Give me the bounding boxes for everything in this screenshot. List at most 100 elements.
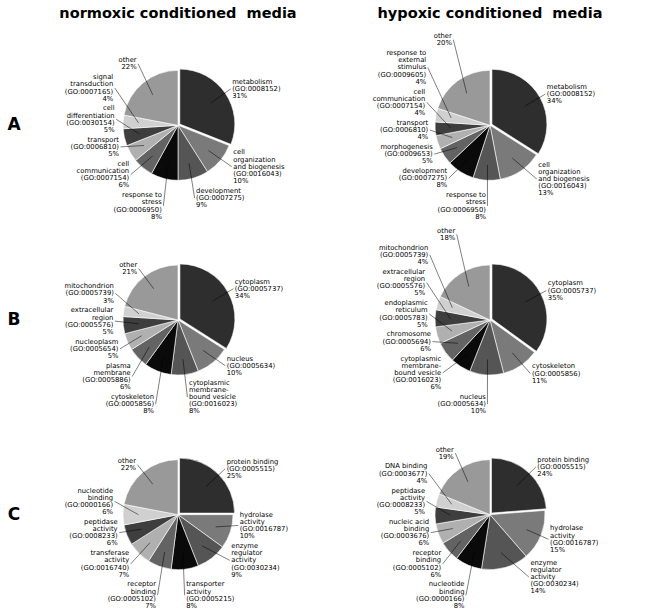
slice-label-line: 8%: [475, 213, 486, 221]
leader-line: [430, 130, 453, 138]
leader-line: [525, 291, 546, 302]
leader-line: [120, 145, 143, 146]
slice-label-line: 7%: [145, 602, 156, 610]
slice-label-line: 15%: [550, 546, 566, 554]
row-label: A: [7, 114, 21, 134]
leader-line: [115, 88, 139, 123]
leader-line: [138, 64, 153, 95]
leader-line: [487, 360, 488, 405]
slice-label-line: 4%: [417, 133, 428, 141]
leader-line: [202, 546, 229, 560]
leader-line: [183, 359, 187, 397]
leader-line: [457, 234, 469, 286]
slice-labels: cytoplasm(GO:0005737)34%nucleus(GO:00056…: [65, 261, 284, 415]
slice-label: response tostress(GO:0006950)8%: [438, 191, 487, 221]
slice-label: nucleoplasm(GO:0005654)5%: [70, 338, 119, 360]
slice-label-line: 25%: [227, 472, 243, 480]
leader-line: [428, 67, 451, 117]
pie-chart: cytoplasm(GO:0005737)34%nucleus(GO:00056…: [65, 261, 284, 415]
slice-label-line: 6%: [107, 539, 118, 547]
leader-line: [427, 102, 451, 127]
slice-label: other21%: [119, 261, 138, 276]
leader-line: [466, 551, 474, 595]
slice-label-line: 6%: [120, 383, 131, 391]
slice-label-line: 6%: [102, 508, 113, 516]
row-label: C: [8, 504, 20, 524]
leader-line: [525, 94, 546, 106]
slice-label: hydrolaseactivity(GO:0016787)15%: [550, 524, 599, 554]
slice-label-line: 10%: [227, 369, 243, 377]
slice-label: cytoplasm(GO:0005737)34%: [235, 278, 284, 300]
leader-line: [206, 469, 225, 487]
slice-label: mitochondrion(GO:0005739)4%: [379, 244, 429, 266]
slice-label: development(GO:0007275)9%: [196, 187, 245, 209]
slice-label-line: 8%: [143, 407, 154, 415]
slice-label-line: 5%: [417, 321, 428, 329]
slice-label: protein binding(GO:0005515)25%: [227, 458, 279, 480]
wedges: [123, 264, 235, 375]
slice-label-line: 22%: [121, 464, 137, 472]
slice-label-line: 5%: [422, 157, 433, 165]
slice-label: cellorganizationand biogenesis(GO:001604…: [538, 161, 590, 198]
leader-line: [203, 351, 225, 366]
pie-chart: cytoplasm(GO:0005737)35%cytoskeleton(GO:…: [377, 227, 597, 416]
leader-line: [427, 283, 451, 319]
slice-label: DNA binding(GO:0003677)4%: [379, 462, 428, 484]
slice-label-line: 34%: [235, 292, 251, 300]
slice-label: receptorbinding(GO:0005102)7%: [108, 580, 157, 610]
slice-label: other18%: [437, 227, 456, 242]
leader-line: [209, 151, 232, 167]
slice-label-line: 9%: [231, 571, 242, 579]
leader-line: [429, 314, 452, 331]
slice-label: transferaseactivity(GO:0016740)7%: [81, 549, 130, 579]
slice-label: cytoplasmicmembrane-bound vesicle(GO:001…: [189, 379, 238, 416]
slice-label: other22%: [119, 56, 138, 71]
leader-line: [156, 357, 164, 404]
leader-line: [455, 453, 468, 482]
slice-label: extracellularregion(GO:0005576)5%: [377, 268, 426, 298]
leader-line: [427, 501, 451, 515]
slice-label-line: 8%: [186, 602, 197, 610]
slice-label-line: 18%: [440, 234, 456, 242]
slice-label-line: 22%: [122, 63, 138, 71]
leader-line: [115, 293, 138, 313]
slice-label: plasmamembrane(GO:0005886)6%: [82, 362, 131, 392]
pie-chart: metabolism(GO:0008152)34%cellorganizatio…: [373, 32, 596, 221]
slice-label-line: 8%: [151, 213, 162, 221]
slice-label-line: 3%: [103, 297, 114, 305]
slice-label: cellcommunication(GO:0007154)4%: [373, 88, 426, 118]
slice-label: mitochondrion(GO:0005739)3%: [65, 282, 115, 304]
leader-line: [453, 40, 466, 94]
leader-line: [120, 336, 142, 349]
slice-label: endoplasmicreticulum(GO:0005783)5%: [379, 299, 428, 329]
leader-line: [131, 156, 153, 175]
leader-line: [211, 89, 231, 103]
leader-line: [443, 353, 469, 372]
slice-label: signaltransduction(GO:0007165)4%: [65, 73, 114, 103]
leader-line: [163, 164, 168, 206]
slice-label: peptidaseactivity(GO:0008233)6%: [69, 518, 118, 548]
slice-label: morphogenesis(GO:0009653)5%: [380, 143, 433, 165]
leader-line: [430, 255, 453, 308]
leader-line: [132, 347, 149, 376]
slice-label: response toexternalstimulus(GO:0009605)4…: [378, 49, 427, 86]
slice-label-line: 8%: [189, 407, 200, 415]
pie-slice: [178, 125, 207, 180]
pie-slice: [440, 265, 490, 320]
leader-line: [434, 148, 457, 155]
slice-label-line: 13%: [538, 189, 554, 197]
pie-slice: [439, 460, 490, 515]
slice-label: cytoskeleton(GO:0005856)11%: [532, 362, 581, 384]
wedges: [435, 458, 546, 570]
slice-label-line: 4%: [102, 95, 113, 103]
slice-label: nucleotidebinding(GO:0000166)8%: [416, 580, 465, 610]
leader-line: [216, 525, 239, 526]
slice-label: transport(GO:0006810)4%: [380, 119, 429, 141]
slice-label-line: 11%: [532, 377, 548, 385]
slice-label-line: 21%: [122, 268, 138, 276]
leader-line: [189, 163, 195, 198]
slice-label: development(GO:0007275)8%: [399, 167, 448, 189]
leader-line: [116, 119, 139, 134]
slice-label: cellcommunication(GO:0007154)6%: [77, 160, 130, 190]
leader-line: [137, 465, 152, 484]
